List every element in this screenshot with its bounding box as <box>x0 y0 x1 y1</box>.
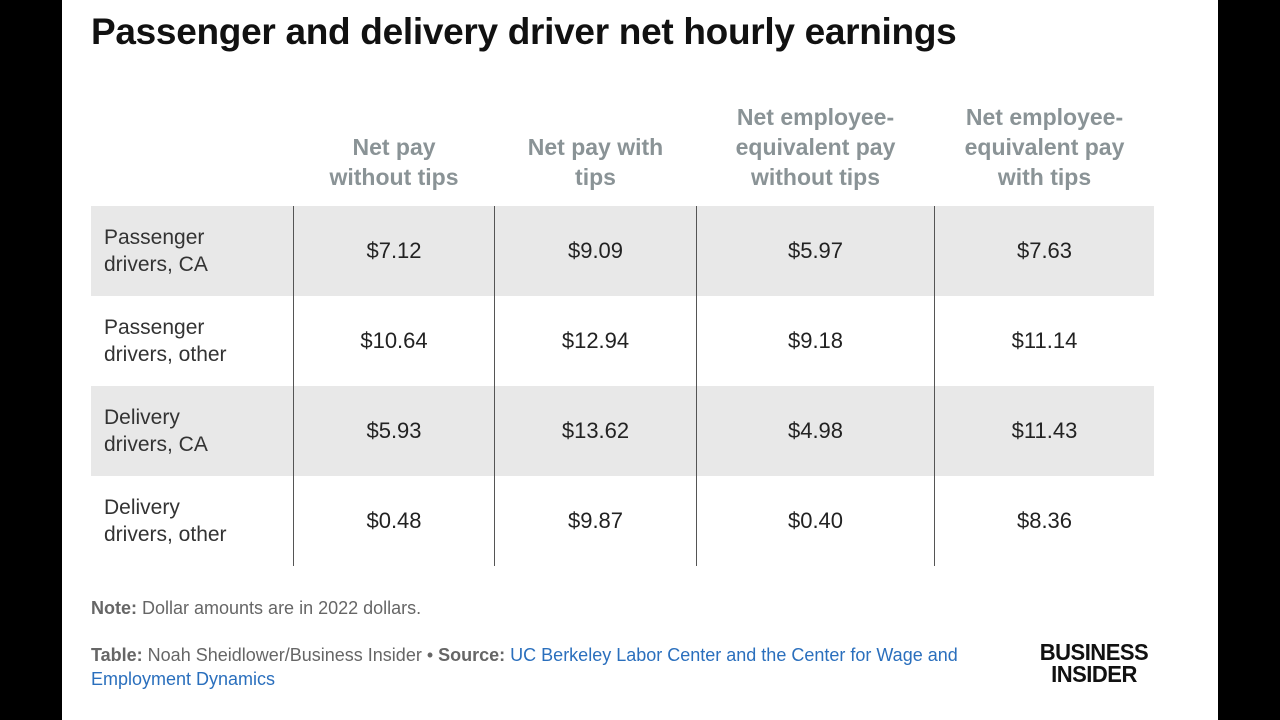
table-body: Passenger drivers, CA $7.12 $9.09 $5.97 $7.63… <box>91 206 1154 566</box>
column-header: Net employee-equivalent pay without tips <box>697 102 934 192</box>
column-header: Net pay with tips <box>495 132 696 192</box>
row-label-text: Delivery drivers, other <box>104 494 227 548</box>
column-header-line: Net employee- <box>965 104 1124 130</box>
value-cell: $9.87 <box>567 508 624 533</box>
row-label-line: drivers, other <box>104 343 227 366</box>
value-cell: $0.48 <box>366 508 422 533</box>
value-cell: $8.36 <box>1016 508 1073 533</box>
value-cell: $12.94 <box>561 328 630 353</box>
note-label: Note: <box>91 598 137 618</box>
value-cell: $7.12 <box>366 238 422 263</box>
row-label-line: drivers, other <box>104 523 227 546</box>
column-header-line: tips <box>575 164 616 190</box>
row-label-line: Delivery <box>104 496 180 519</box>
column-divider <box>494 206 495 566</box>
table-credit-label: Table: <box>91 645 143 665</box>
earnings-table: Net pay without tips Net pay with tips Net e… <box>91 100 1154 566</box>
value-cell: $13.62 <box>561 418 630 443</box>
value-cell: $9.09 <box>567 238 624 263</box>
logo-line-2: INSIDER <box>1051 660 1137 688</box>
column-header-line: with tips <box>997 164 1092 190</box>
row-label-text: Delivery drivers, CA <box>104 404 208 458</box>
source-link[interactable]: UC Berkeley Labor Center and the Center … <box>91 645 958 689</box>
table-row: Delivery drivers, CA $5.93 $13.62 $4.98 $11.4… <box>91 386 1154 476</box>
row-label-line: Passenger <box>104 316 205 339</box>
column-header-line: Net employee- <box>736 104 895 130</box>
chart-title: Passenger and delivery driver net hourly… <box>91 11 957 52</box>
row-label-line: Delivery <box>104 406 180 429</box>
business-insider-logo: BUSINESS INSIDER <box>1032 638 1156 688</box>
column-header: Net employee-equivalent pay with tips <box>935 102 1154 192</box>
column-header-line: without tips <box>329 164 459 190</box>
column-divider <box>934 206 935 566</box>
row-label: Passenger drivers, other <box>91 296 293 386</box>
column-header: Net pay without tips <box>294 132 494 192</box>
column-header-line: equivalent pay <box>964 134 1125 160</box>
table-row: Passenger drivers, CA $7.12 $9.09 $5.97 $7.63 <box>91 206 1154 296</box>
value-cell: $11.14 <box>1011 328 1078 353</box>
chart-card: Passenger and delivery driver net hourly… <box>62 0 1218 720</box>
value-cell: $5.93 <box>366 418 422 443</box>
value-cell: $0.40 <box>787 508 844 533</box>
table-row: Delivery drivers, other $0.48 $9.87 $0.40 $8.… <box>91 476 1154 566</box>
column-header-line: without tips <box>750 164 881 190</box>
row-label-text: Passenger drivers, other <box>104 314 227 368</box>
column-header-line: Net pay <box>352 134 436 160</box>
value-cell: $4.98 <box>787 418 844 443</box>
value-cell: $9.18 <box>787 328 844 353</box>
column-header-line: Net pay with <box>527 134 664 160</box>
table-header-row: Net pay without tips Net pay with tips Net e… <box>91 100 1154 206</box>
row-label: Delivery drivers, CA <box>91 386 293 476</box>
value-cell: $5.97 <box>787 238 844 263</box>
logo-line-1: BUSINESS <box>1039 638 1149 666</box>
note-text: Dollar amounts are in 2022 dollars. <box>137 598 422 618</box>
column-header-line: equivalent pay <box>735 134 896 160</box>
row-label-line: drivers, CA <box>104 253 208 276</box>
row-label: Delivery drivers, other <box>91 476 293 566</box>
table-credit-text: Noah Sheidlower/Business Insider • <box>142 645 439 665</box>
column-divider <box>293 206 294 566</box>
row-label: Passenger drivers, CA <box>91 206 293 296</box>
row-label-line: drivers, CA <box>104 433 208 456</box>
table-row: Passenger drivers, other $10.64 $12.94 $9.18… <box>91 296 1154 386</box>
row-label-text: Passenger drivers, CA <box>104 224 208 278</box>
credit-line: Table: Noah Sheidlower/Business Insider … <box>91 643 1041 691</box>
note: Note: Dollar amounts are in 2022 dollars… <box>91 598 421 619</box>
value-cell: $10.64 <box>360 328 428 353</box>
row-label-line: Passenger <box>104 226 205 249</box>
column-divider <box>696 206 697 566</box>
value-cell: $11.43 <box>1011 418 1078 443</box>
value-cell: $7.63 <box>1016 238 1073 263</box>
source-label: Source: <box>438 645 506 665</box>
